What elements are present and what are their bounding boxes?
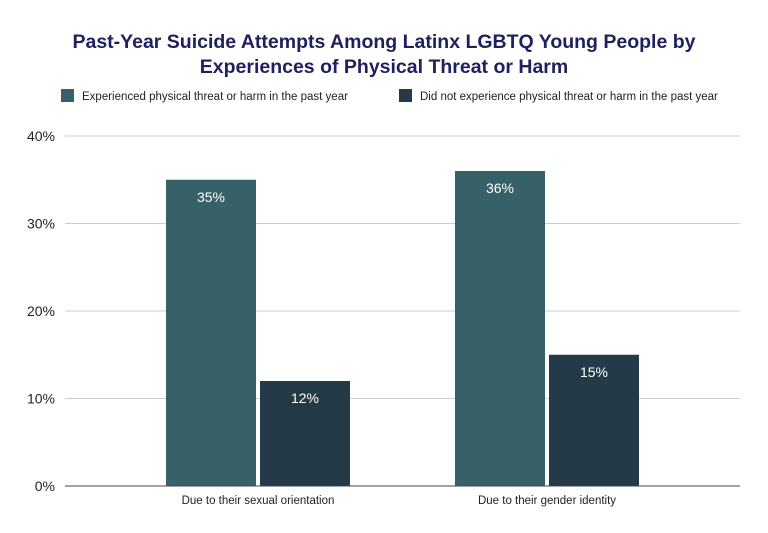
bar-1-series-2 [260,381,350,486]
y-axis: 0% 10% 20% 30% 40% [27,128,55,494]
legend-label-1: Experienced physical threat or harm in t… [82,91,348,103]
data-label-1-series-1: 35% [197,189,225,205]
y-tick-label-10: 10% [27,391,55,407]
chart-title-line-2: Experiences of Physical Threat or Harm [199,56,569,78]
legend-swatch-1 [61,89,74,102]
y-tick-label-40: 40% [27,128,55,144]
legend-label-2: Did not experience physical threat or ha… [420,91,718,103]
data-label-2-series-1: 36% [486,180,514,196]
chart-title: Past-Year Suicide Attempts Among Latinx … [0,30,768,80]
legend: Experienced physical threat or harm in t… [61,89,718,103]
y-tick-label-0: 0% [35,478,55,494]
bar-1-series-1 [166,179,256,486]
data-labels: 35% 12% 36% 15% [197,180,608,406]
legend-swatch-2 [399,89,412,102]
bars [166,171,639,486]
data-label-1-series-2: 12% [291,390,319,406]
y-tick-label-20: 20% [27,303,55,319]
y-tick-label-30: 30% [27,216,55,232]
data-label-2-series-2: 15% [580,364,608,380]
x-axis: Due to their sexual orientation Due to th… [65,485,740,507]
x-category-label-2: Due to their gender identity [478,495,616,507]
x-category-label-1: Due to their sexual orientation [182,495,335,507]
bar-2-series-2 [549,354,639,486]
bar-2-series-1 [455,171,545,486]
chart-title-line-1: Past-Year Suicide Attempts Among Latinx … [72,31,696,53]
